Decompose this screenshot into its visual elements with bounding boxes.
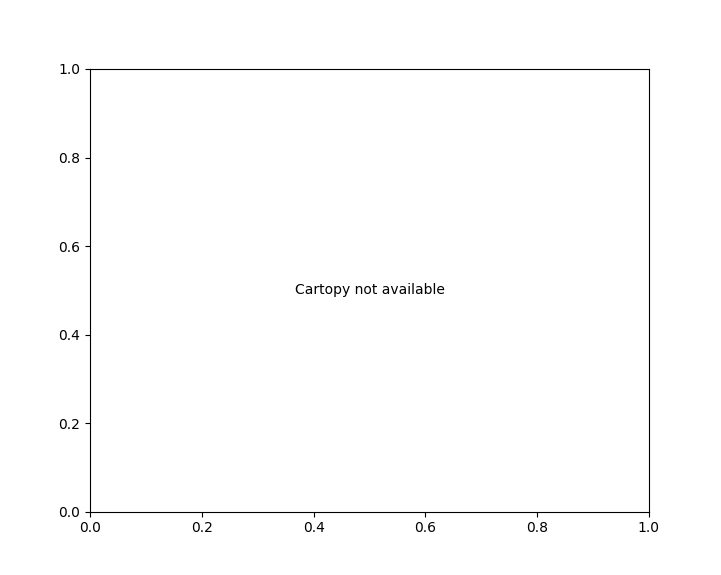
Text: Cartopy not available: Cartopy not available	[295, 283, 444, 297]
